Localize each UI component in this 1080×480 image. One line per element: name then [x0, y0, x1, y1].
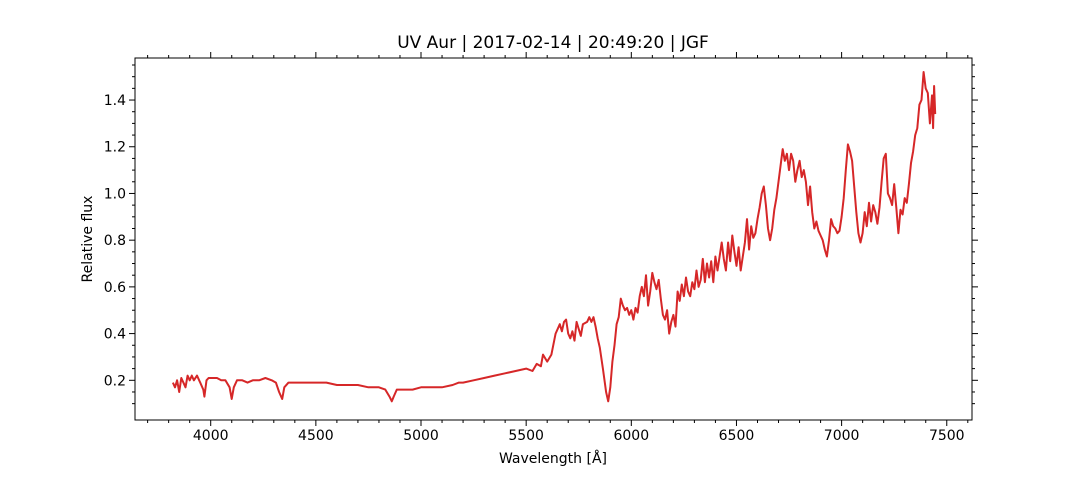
x-axis-label: Wavelength [Å] [499, 450, 607, 467]
y-tick-label-0.8: 0.8 [104, 233, 126, 249]
x-tick-label-4000: 4000 [193, 428, 229, 444]
x-tick-label-6500: 6500 [719, 428, 755, 444]
y-tick-label-0.6: 0.6 [104, 280, 126, 296]
x-tick-label-7500: 7500 [929, 428, 965, 444]
x-tick-label-7000: 7000 [824, 428, 860, 444]
x-tick-label-4500: 4500 [298, 428, 334, 444]
y-tick-label-0.4: 0.4 [104, 327, 126, 343]
chart-title: UV Aur | 2017-02-14 | 20:49:20 | JGF [397, 33, 709, 53]
x-tick-label-5500: 5500 [508, 428, 544, 444]
y-tick-label-1.2: 1.2 [104, 140, 126, 156]
y-tick-label-1: 1.0 [104, 186, 126, 202]
y-axis-label: Relative flux [80, 196, 96, 283]
spectrum-line-0 [171, 71, 937, 403]
x-tick-label-5000: 5000 [403, 428, 439, 444]
y-tick-label-1.4: 1.4 [104, 93, 126, 109]
plot-frame [134, 57, 973, 421]
y-tick-label-0.2: 0.2 [104, 373, 126, 389]
ticks-layer: 4000 4500 5000 5500 6000 6500 7000 7500 0.2 0.4 0.… [104, 52, 978, 444]
x-tick-label-6000: 6000 [613, 428, 649, 444]
series-layer [171, 71, 937, 403]
